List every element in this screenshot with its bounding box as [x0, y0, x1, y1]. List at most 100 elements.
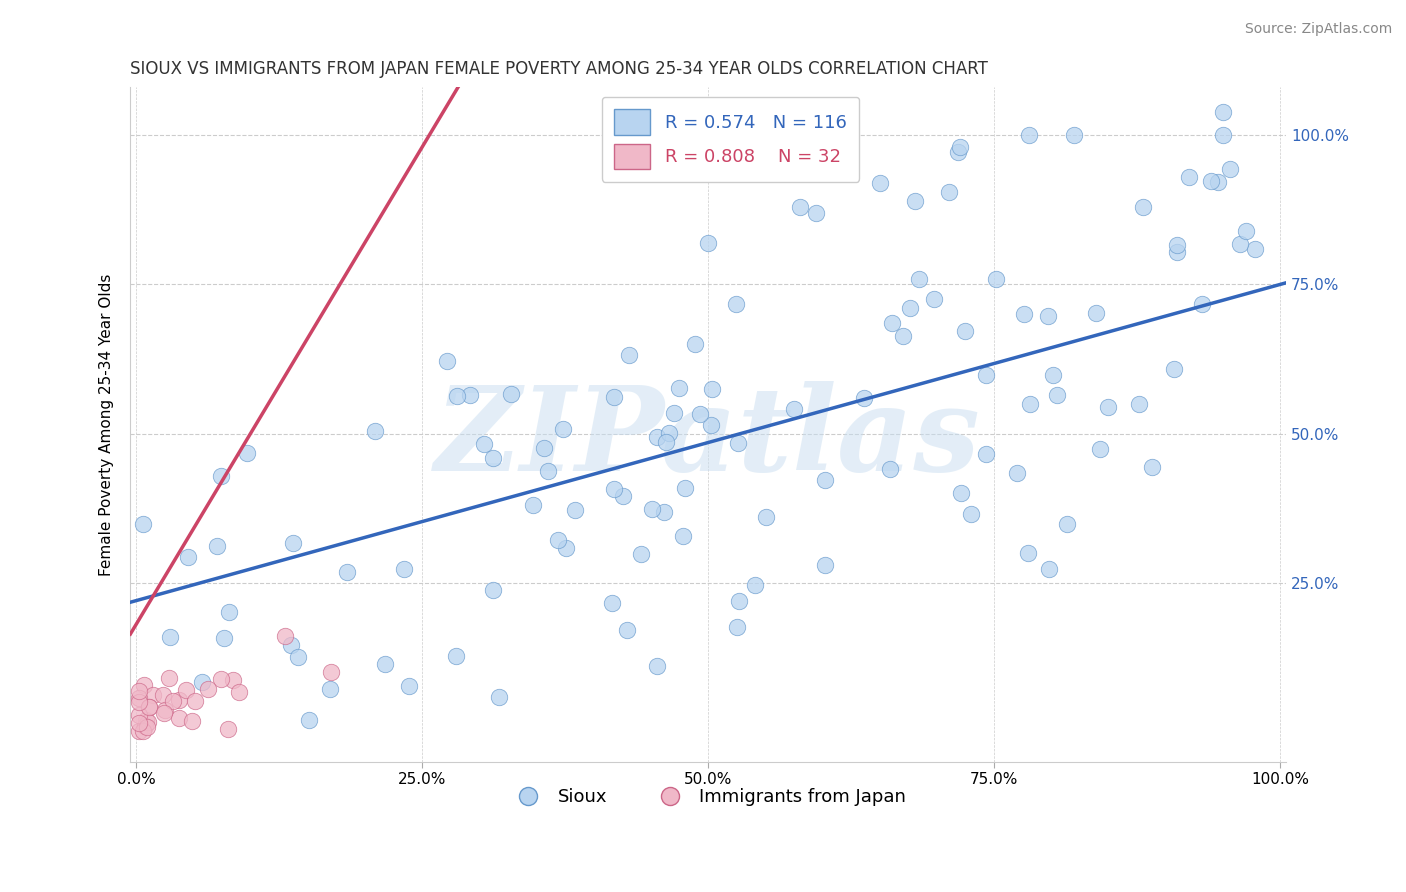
Point: [1056, 517, 1078, 532]
Point: [537, 464, 560, 478]
Point: [458, 388, 481, 402]
Point: [853, 391, 876, 405]
Point: [446, 389, 468, 403]
Point: [727, 435, 749, 450]
Point: [472, 437, 495, 451]
Point: [132, 723, 155, 738]
Point: [236, 446, 259, 460]
Point: [904, 194, 927, 208]
Point: [880, 317, 903, 331]
Point: [1088, 442, 1111, 457]
Point: [612, 489, 634, 503]
Point: [501, 386, 523, 401]
Point: [783, 402, 806, 417]
Point: [1229, 237, 1251, 252]
Point: [879, 461, 901, 475]
Point: [553, 422, 575, 436]
Point: [205, 539, 228, 553]
Point: [1012, 307, 1035, 321]
Text: ZIPatlas: ZIPatlas: [436, 381, 981, 496]
Point: [547, 533, 569, 547]
Point: [1005, 466, 1028, 480]
Point: [938, 185, 960, 199]
Point: [647, 659, 669, 673]
Point: [209, 672, 232, 686]
Text: Source: ZipAtlas.com: Source: ZipAtlas.com: [1244, 22, 1392, 37]
Point: [974, 447, 997, 461]
Point: [700, 417, 723, 432]
Point: [949, 486, 972, 500]
Point: [893, 329, 915, 343]
Point: [616, 623, 638, 637]
Point: [658, 425, 681, 440]
Point: [814, 473, 837, 487]
Point: [212, 631, 235, 645]
Point: [984, 272, 1007, 286]
Point: [655, 434, 678, 449]
Point: [128, 690, 150, 705]
Point: [374, 657, 396, 672]
Point: [128, 716, 150, 731]
Point: [727, 594, 749, 608]
Point: [654, 505, 676, 519]
Point: [1218, 161, 1240, 176]
Point: [1234, 224, 1257, 238]
Point: [444, 648, 467, 663]
Point: [287, 650, 309, 665]
Point: [755, 510, 778, 524]
Point: [673, 481, 696, 495]
Point: [1177, 169, 1199, 184]
Point: [132, 516, 155, 531]
Point: [949, 140, 972, 154]
Text: SIOUX VS IMMIGRANTS FROM JAPAN FEMALE POVERTY AMONG 25-34 YEAR OLDS CORRELATION : SIOUX VS IMMIGRANTS FROM JAPAN FEMALE PO…: [131, 60, 988, 78]
Point: [522, 498, 544, 512]
Point: [191, 675, 214, 690]
Point: [1199, 174, 1222, 188]
Point: [697, 235, 720, 250]
Point: [955, 324, 977, 338]
Point: [1244, 242, 1267, 256]
Point: [617, 349, 640, 363]
Point: [167, 693, 190, 707]
Point: [814, 558, 837, 573]
Point: [128, 684, 150, 698]
Point: [645, 430, 668, 444]
Point: [1206, 175, 1229, 189]
Point: [702, 382, 724, 396]
Point: [217, 722, 239, 736]
Point: [1128, 397, 1150, 411]
Point: [1166, 237, 1188, 252]
Point: [869, 176, 891, 190]
Point: [1084, 306, 1107, 320]
Point: [1038, 562, 1060, 576]
Point: [1212, 105, 1234, 120]
Point: [280, 638, 302, 652]
Point: [152, 688, 174, 702]
Point: [668, 381, 690, 395]
Point: [228, 685, 250, 699]
Point: [177, 549, 200, 564]
Point: [138, 700, 160, 714]
Point: [898, 301, 921, 315]
Point: [155, 703, 177, 717]
Point: [398, 679, 420, 693]
Y-axis label: Female Poverty Among 25-34 Year Olds: Female Poverty Among 25-34 Year Olds: [100, 274, 114, 576]
Legend: Sioux, Immigrants from Japan: Sioux, Immigrants from Japan: [503, 781, 912, 814]
Point: [1166, 245, 1188, 260]
Point: [1042, 368, 1064, 382]
Point: [1163, 362, 1185, 376]
Point: [142, 688, 165, 702]
Point: [128, 708, 150, 723]
Point: [630, 547, 652, 561]
Point: [274, 630, 297, 644]
Point: [132, 678, 155, 692]
Point: [672, 529, 695, 543]
Point: [725, 297, 748, 311]
Point: [564, 503, 586, 517]
Point: [1191, 296, 1213, 310]
Point: [1132, 200, 1154, 214]
Point: [138, 700, 160, 714]
Point: [197, 681, 219, 696]
Point: [689, 407, 711, 421]
Point: [157, 671, 180, 685]
